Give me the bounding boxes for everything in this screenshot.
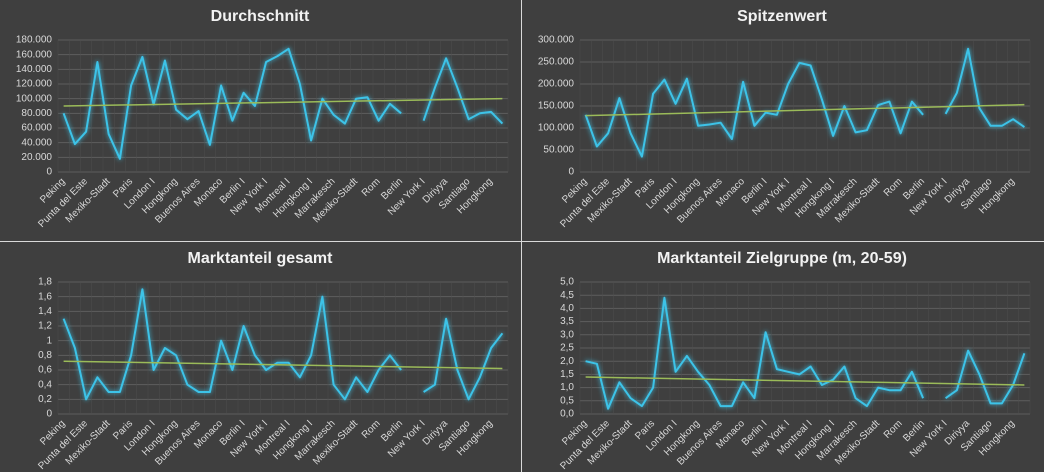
y-tick-label: 160.000: [16, 49, 53, 60]
trendline: [63, 360, 503, 370]
y-tick-label: 300.000: [538, 35, 575, 46]
y-tick-label: 0,8: [38, 350, 52, 361]
y-tick-label: 0,0: [560, 409, 574, 420]
y-tick-label: 120.000: [16, 79, 53, 90]
y-tick-label: 2,0: [560, 356, 574, 367]
y-tick-label: 200.000: [538, 79, 575, 90]
y-tick-label: 2,5: [560, 343, 574, 354]
y-tick-label: 5,0: [560, 277, 574, 288]
y-tick-label: 50.000: [543, 145, 574, 156]
y-tick-label: 80.000: [21, 108, 52, 119]
data-line: [62, 47, 504, 160]
chart-title: Durchschnitt: [211, 8, 310, 25]
y-tick-label: 4,5: [560, 290, 574, 301]
y-tick-label: 0: [46, 409, 52, 420]
y-tick-label: 1,2: [38, 321, 52, 332]
y-tick-label: 1,6: [38, 291, 52, 302]
y-tick-label: 1,4: [38, 306, 52, 317]
y-tick-label: 3,5: [560, 316, 574, 327]
y-tick-label: 1,5: [560, 369, 574, 380]
data-line: [62, 288, 504, 401]
y-tick-label: 0,4: [38, 379, 52, 390]
y-tick-label: 1: [46, 335, 52, 346]
y-tick-label: 40.000: [21, 137, 52, 148]
y-tick-label: 0,5: [560, 395, 574, 406]
y-tick-label: 3,0: [560, 329, 574, 340]
y-tick-label: 0: [568, 167, 574, 178]
chart-title: Marktanteil Zielgruppe (m, 20-59): [657, 250, 907, 267]
y-tick-label: 1,8: [38, 277, 52, 288]
y-tick-label: 20.000: [21, 152, 52, 163]
y-tick-label: 0,6: [38, 365, 52, 376]
y-tick-label: 100.000: [538, 123, 575, 134]
y-tick-label: 0: [46, 167, 52, 178]
y-tick-label: 60.000: [21, 123, 52, 134]
y-tick-label: 180.000: [16, 35, 53, 46]
trendline: [585, 103, 1025, 117]
chart-title: Spitzenwert: [737, 8, 827, 25]
y-tick-label: 4,0: [560, 303, 574, 314]
y-tick-label: 150.000: [538, 101, 575, 112]
chart-title: Marktanteil gesamt: [188, 250, 334, 267]
y-tick-label: 1,0: [560, 382, 574, 393]
y-tick-label: 140.000: [16, 64, 53, 75]
y-tick-label: 0,2: [38, 394, 52, 405]
trendline: [585, 376, 1025, 386]
data-line: [584, 47, 1025, 158]
trendline: [63, 97, 503, 107]
y-tick-label: 100.000: [16, 93, 53, 104]
y-tick-label: 250.000: [538, 57, 575, 68]
